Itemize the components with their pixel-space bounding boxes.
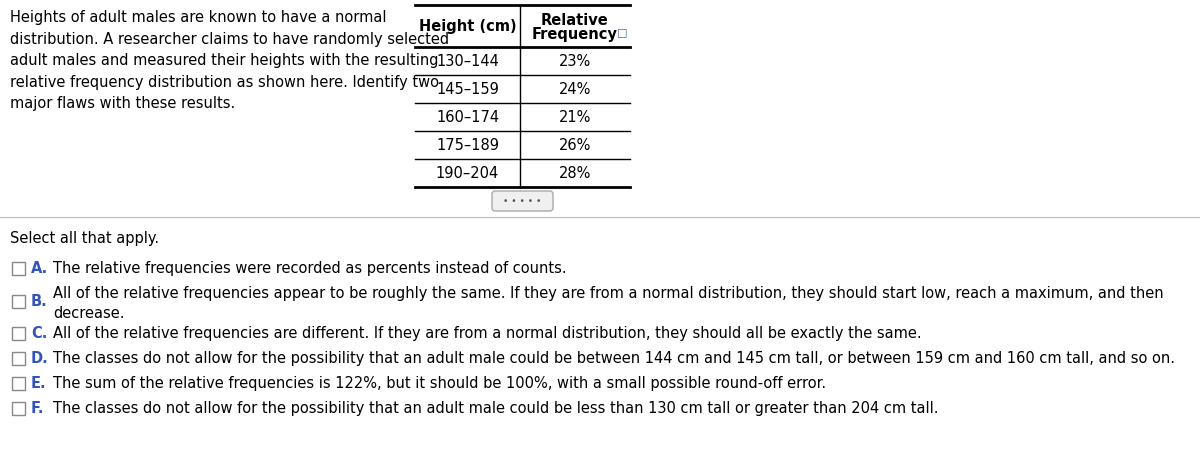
Text: F.: F. (31, 401, 44, 416)
Text: E.: E. (31, 376, 47, 391)
Text: 21%: 21% (559, 110, 592, 125)
Text: The classes do not allow for the possibility that an adult male could be between: The classes do not allow for the possibi… (53, 351, 1175, 366)
Text: 23%: 23% (559, 53, 592, 68)
Text: 28%: 28% (559, 165, 592, 180)
Text: 130–144: 130–144 (436, 53, 499, 68)
Text: 24%: 24% (559, 82, 592, 96)
Text: □: □ (618, 27, 628, 37)
Text: C.: C. (31, 326, 47, 341)
Text: Select all that apply.: Select all that apply. (10, 231, 160, 246)
Text: The classes do not allow for the possibility that an adult male could be less th: The classes do not allow for the possibi… (53, 401, 938, 416)
Text: Relative: Relative (541, 13, 608, 28)
Bar (12, 262, 25, 275)
Text: 175–189: 175–189 (436, 138, 499, 153)
Text: Height (cm): Height (cm) (419, 19, 516, 34)
Text: All of the relative frequencies are different. If they are from a normal distrib: All of the relative frequencies are diff… (53, 326, 922, 341)
Bar (12, 402, 25, 415)
Text: D.: D. (31, 351, 49, 366)
Bar (12, 294, 25, 308)
Text: The relative frequencies were recorded as percents instead of counts.: The relative frequencies were recorded a… (53, 261, 566, 276)
Text: A.: A. (31, 261, 48, 276)
Text: Heights of adult males are known to have a normal
distribution. A researcher cla: Heights of adult males are known to have… (10, 10, 449, 111)
Text: 160–174: 160–174 (436, 110, 499, 125)
Bar (12, 377, 25, 390)
Text: • • • • •: • • • • • (503, 197, 541, 206)
Text: 190–204: 190–204 (436, 165, 499, 180)
Text: All of the relative frequencies appear to be roughly the same. If they are from : All of the relative frequencies appear t… (53, 286, 1164, 321)
Bar (12, 352, 25, 365)
Text: 26%: 26% (559, 138, 592, 153)
Text: Frequency: Frequency (532, 27, 618, 42)
Text: 145–159: 145–159 (436, 82, 499, 96)
Text: B.: B. (31, 294, 48, 308)
Text: The sum of the relative frequencies is 122%, but it should be 100%, with a small: The sum of the relative frequencies is 1… (53, 376, 826, 391)
FancyBboxPatch shape (492, 191, 553, 211)
Bar (12, 327, 25, 340)
